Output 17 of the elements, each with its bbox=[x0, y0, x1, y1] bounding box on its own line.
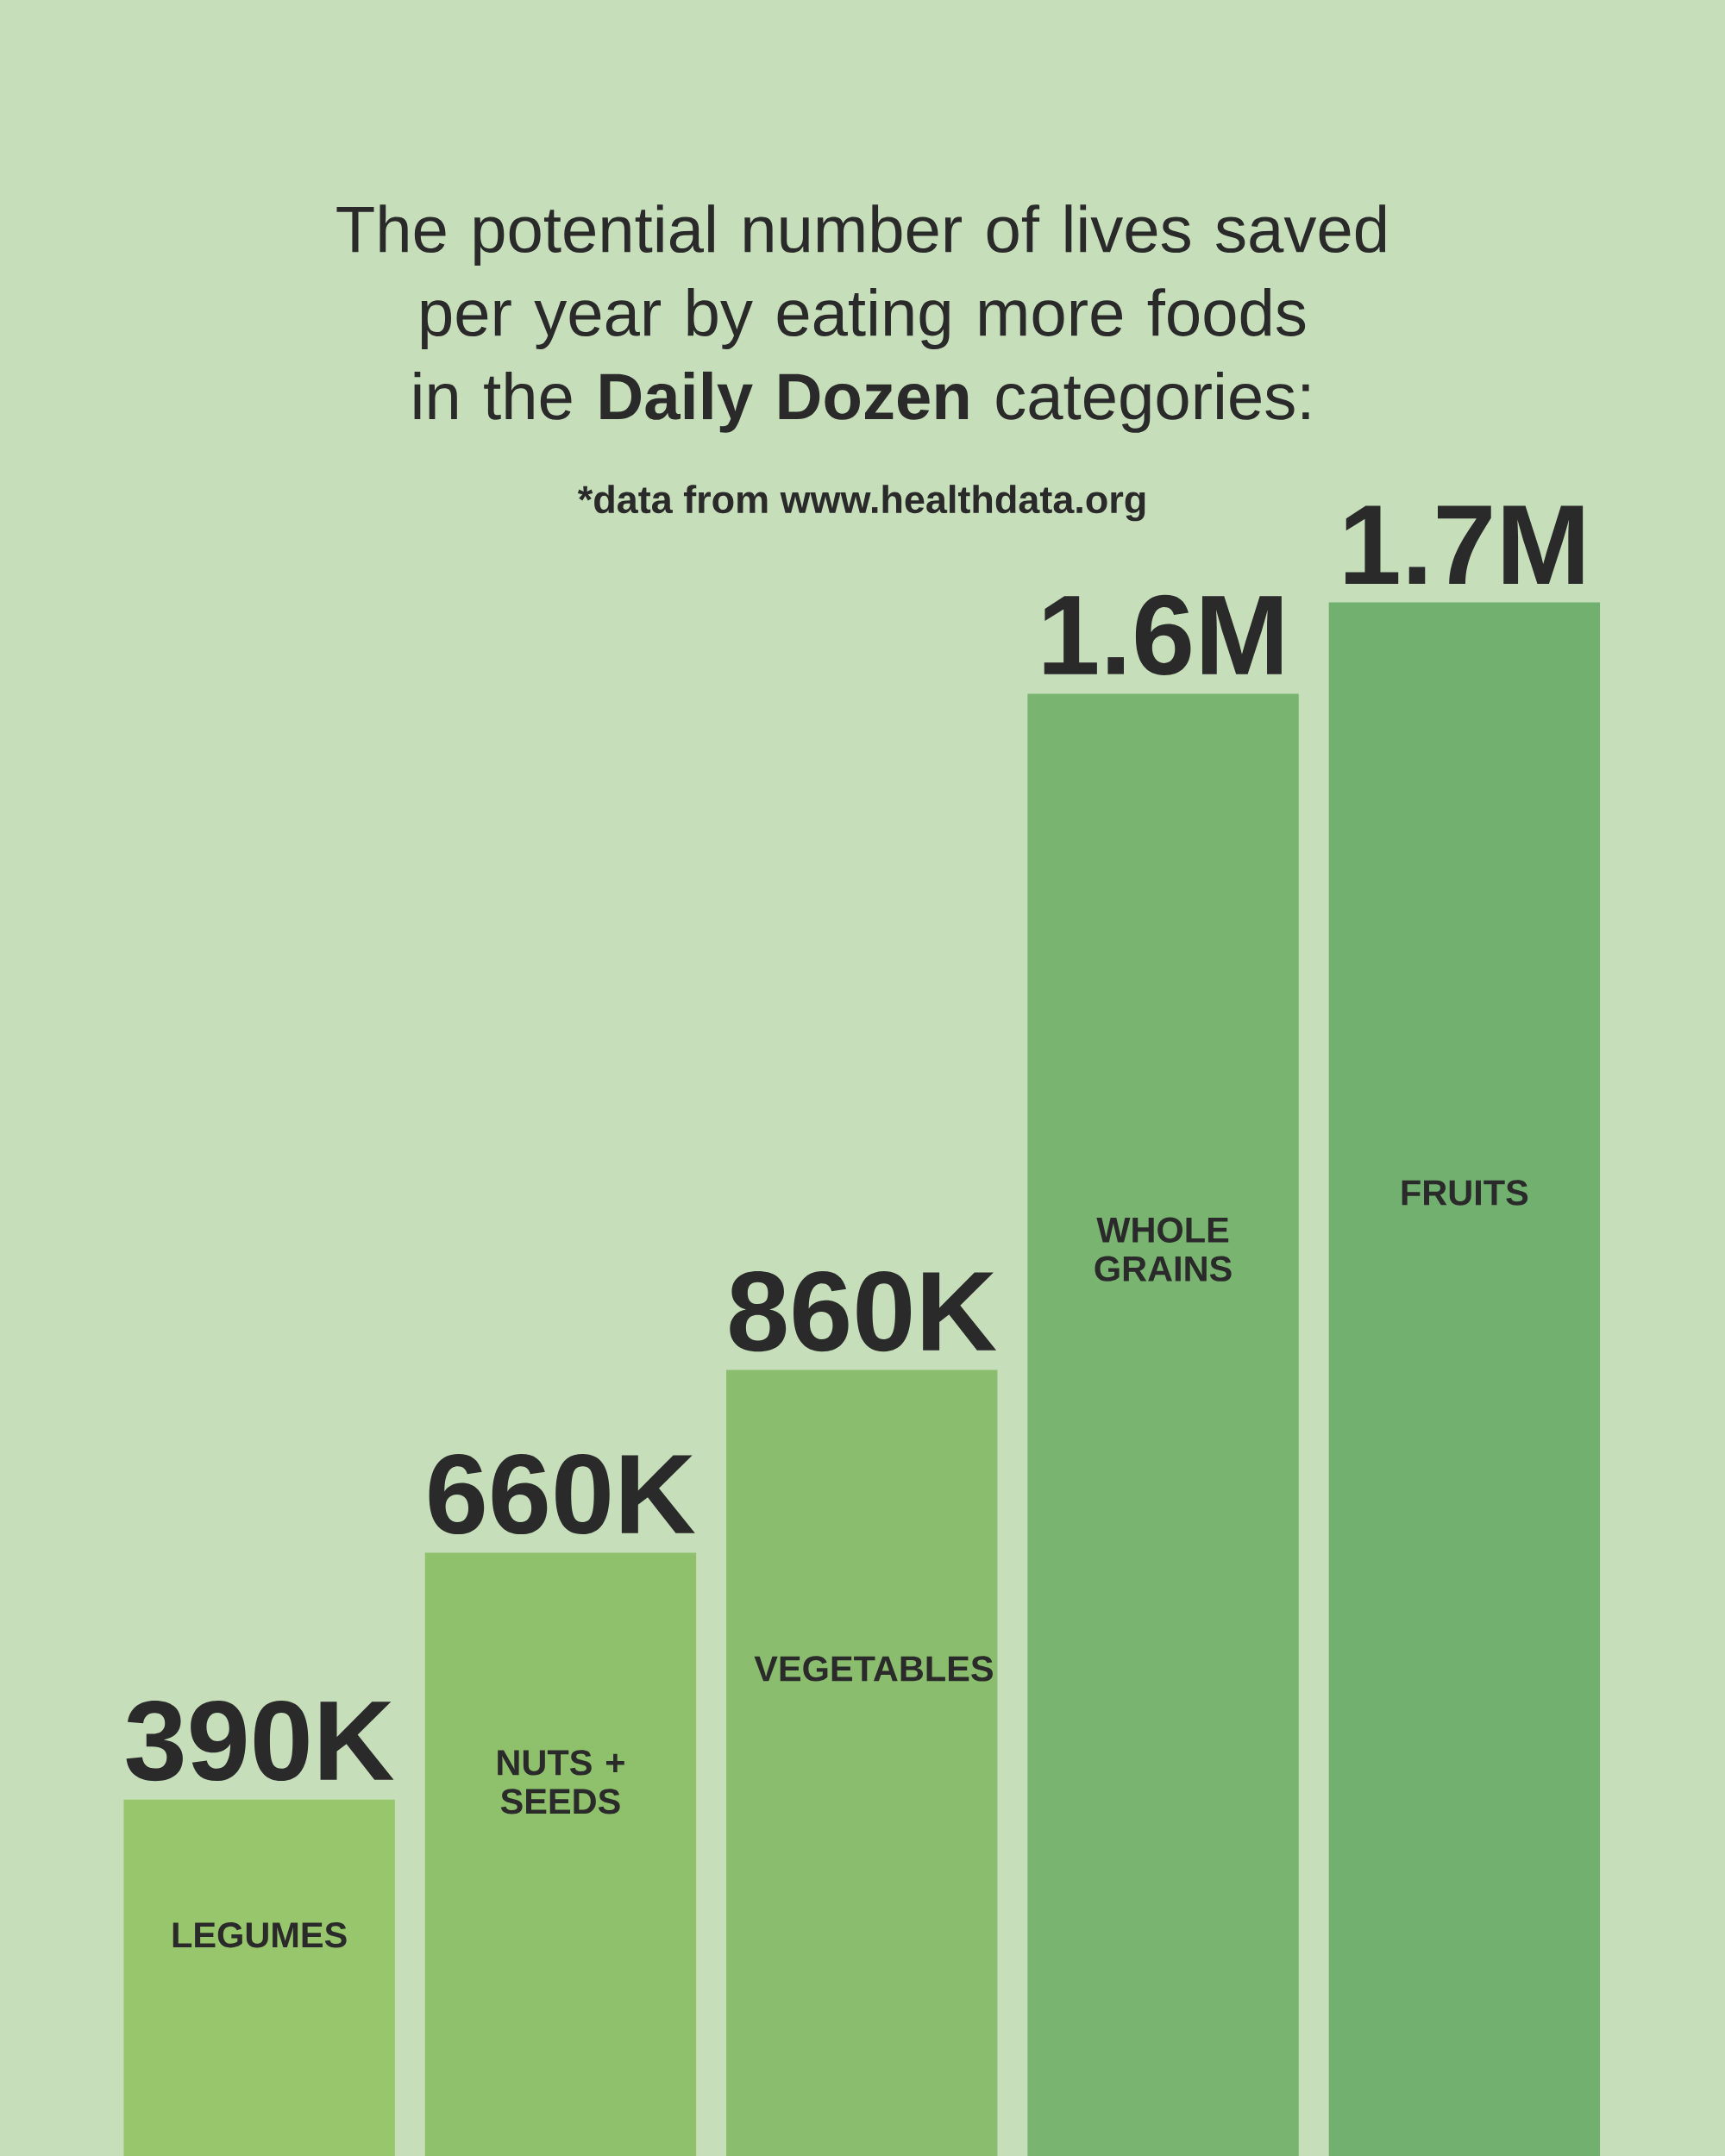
data-label: 1.7M bbox=[1346, 505, 1584, 584]
x-tick-label: NUTS + SEEDS bbox=[498, 1750, 624, 1814]
x-tick-label: LEGUMES bbox=[172, 1922, 347, 1948]
chart-subtitle: *data from www.healthdata.org bbox=[577, 485, 1145, 522]
chart-title: The potential number of lives saved per year by eating more foods in the Daily Dozen categories: bbox=[336, 204, 1386, 433]
bar bbox=[424, 1552, 697, 2156]
data-label: 390K bbox=[126, 1700, 394, 1782]
bar bbox=[726, 1369, 998, 2156]
x-tick-label: VEGETABLES bbox=[754, 1656, 993, 1682]
bar bbox=[1027, 693, 1299, 2156]
data-label: 1.6M bbox=[1044, 594, 1282, 675]
data-label: 860K bbox=[730, 1271, 997, 1352]
x-tick-label: FRUITS bbox=[1402, 1180, 1528, 1206]
bar bbox=[1328, 602, 1601, 2156]
x-tick-label: WHOLE GRAINS bbox=[1095, 1217, 1232, 1282]
data-label: 660K bbox=[429, 1454, 695, 1535]
bar bbox=[123, 1799, 395, 2156]
